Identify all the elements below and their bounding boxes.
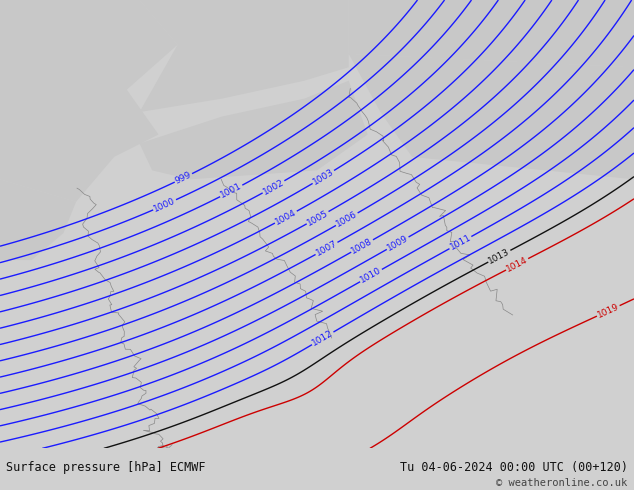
Text: 999: 999 <box>174 170 193 186</box>
Text: 1007: 1007 <box>314 239 339 258</box>
Polygon shape <box>0 179 76 260</box>
Text: 1008: 1008 <box>350 236 374 256</box>
Text: 1011: 1011 <box>448 233 472 252</box>
Text: 1019: 1019 <box>596 302 621 320</box>
Polygon shape <box>228 108 330 144</box>
Polygon shape <box>349 0 634 67</box>
Text: 1005: 1005 <box>306 208 330 227</box>
Text: 1012: 1012 <box>311 329 335 348</box>
Text: 1004: 1004 <box>274 208 298 226</box>
Text: 1014: 1014 <box>505 255 529 273</box>
Polygon shape <box>139 81 368 179</box>
Text: 1009: 1009 <box>385 234 410 253</box>
Text: 1000: 1000 <box>152 196 177 214</box>
Text: © weatheronline.co.uk: © weatheronline.co.uk <box>496 478 628 488</box>
Text: 1013: 1013 <box>487 247 512 266</box>
Text: 1001: 1001 <box>219 182 243 200</box>
Polygon shape <box>139 0 349 112</box>
Text: 1003: 1003 <box>311 167 335 187</box>
Text: Surface pressure [hPa] ECMWF: Surface pressure [hPa] ECMWF <box>6 461 206 474</box>
Text: Tu 04-06-2024 00:00 UTC (00+120): Tu 04-06-2024 00:00 UTC (00+120) <box>399 461 628 474</box>
Text: 1006: 1006 <box>335 210 359 229</box>
Polygon shape <box>349 54 634 179</box>
Text: 1010: 1010 <box>359 266 383 285</box>
Text: 1002: 1002 <box>261 177 286 196</box>
Polygon shape <box>0 0 178 202</box>
